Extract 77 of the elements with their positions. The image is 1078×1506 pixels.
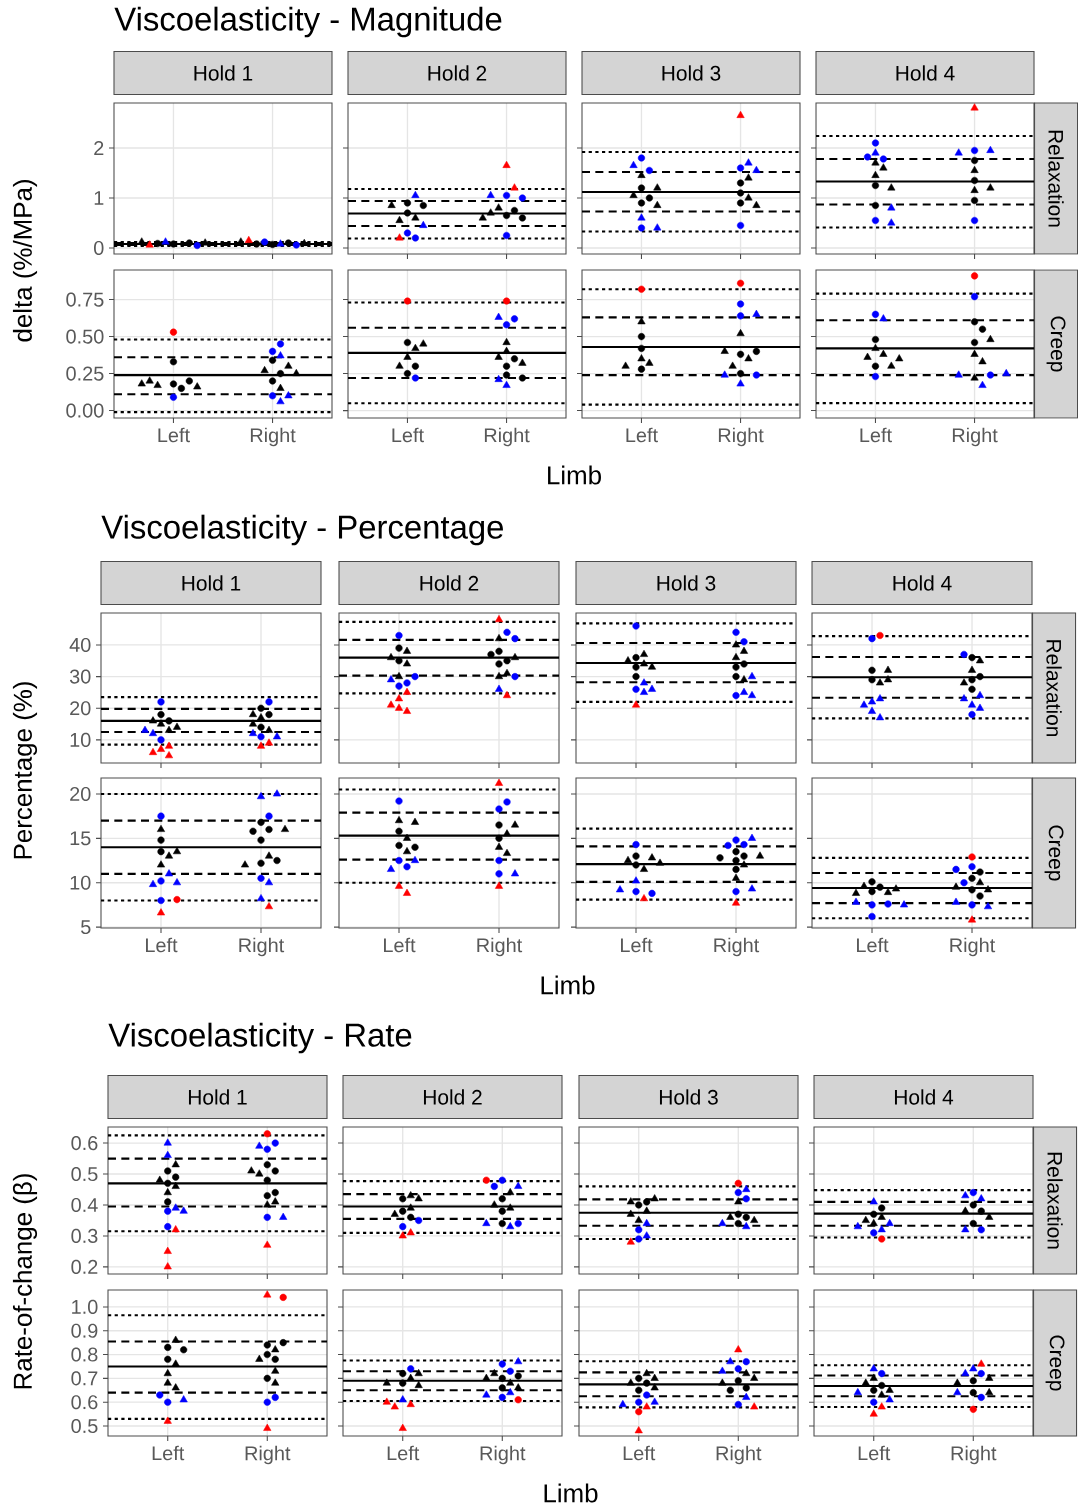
y-tick-label: 0.5 [71,1166,98,1182]
x-tick-label: Right [484,427,530,447]
x-tick-label: Left [152,1445,185,1461]
y-tick-label: 1.0 [72,1299,98,1314]
y2-axis-title: Creep [1044,825,1064,881]
y-tick-label: 2 [94,141,104,155]
y-tick-label: 10 [70,875,91,890]
chart-title: Hold 3 [662,65,721,81]
y2-axis-title: Relaxation [1048,130,1064,227]
x-tick-label: Left [392,427,424,443]
y2-axis-title: Creep [1045,1335,1065,1391]
chart-title: Hold 2 [423,1089,482,1105]
y-tick-label: 20 [70,701,91,716]
x-tick-label: Left [146,937,178,953]
y-tick-label: 0.3 [71,1228,98,1243]
x-tick-label: Right [480,1445,526,1465]
chart-title: Hold 4 [893,575,952,591]
chart-title: Hold 1 [188,1089,247,1105]
x-tick-label: Right [477,937,523,957]
x-tick-label: Left [626,427,658,443]
x-tick-label: Left [623,1445,656,1461]
y-tick-label: 0.2 [71,1259,98,1274]
y-tick-label: 40 [69,637,91,652]
x-tick-label: Right [951,1445,997,1465]
x-tick-label: Left [158,427,190,443]
y-tick-label: 0.75 [66,292,104,307]
chart-title: Hold 2 [420,575,479,591]
y-tick-label: 0.25 [66,366,104,381]
y2-axis-title: Relaxation [1046,640,1062,737]
y-tick-label: 0.5 [71,1418,98,1434]
y-tick-label: 0.8 [71,1347,98,1362]
y-tick-label: 30 [69,669,91,684]
text: Viscoelasticity - Rate [108,1022,412,1054]
x-tick-label: Right [239,937,285,957]
y-axis-title: Rate-of-change (β) [12,1174,38,1389]
x-axis-title: Limb [541,975,595,995]
y-axis-title: Percentage (%) [12,682,38,859]
text: Viscoelasticity - Percentage [101,514,503,546]
y-tick-label: 0.00 [66,403,104,418]
chart-title: Hold 3 [657,575,716,591]
x-axis-title: Limb [544,1483,598,1503]
y2-axis-title: Relaxation [1047,1152,1063,1249]
x-tick-label: Left [858,1445,891,1461]
x-tick-label: Left [860,427,892,443]
chart-title: Hold 2 [428,65,487,81]
x-tick-label: Right [245,1445,291,1465]
y-tick-label: 0.50 [66,329,104,344]
x-tick-label: Left [384,937,416,953]
y-tick-label: 0.9 [71,1323,98,1338]
y-tick-label: 0.6 [71,1136,98,1151]
x-axis-title: Limb [548,465,601,485]
x-tick-label: Right [716,1445,762,1465]
y-tick-label: 0.7 [71,1371,98,1386]
y-tick-label: 15 [70,831,91,846]
chart-title: Hold 4 [896,65,955,81]
y-tick-label: 0 [94,240,104,256]
x-tick-label: Right [950,937,996,957]
y-tick-label: 10 [70,732,91,747]
x-tick-label: Left [621,937,653,953]
chart-title: Hold 1 [194,65,253,81]
y-tick-label: 0.6 [71,1395,98,1410]
y2-axis-title: Creep [1046,316,1066,372]
y-tick-label: 20 [70,786,91,802]
y-tick-label: 1 [94,191,104,205]
x-tick-label: Left [387,1445,420,1461]
x-tick-label: Right [718,427,764,447]
y-tick-label: 5 [81,920,91,935]
text: Viscoelasticity - Magnitude [114,6,502,38]
y-axis-title: delta (%/MPa) [12,180,38,342]
chart-title: Hold 4 [894,1089,954,1105]
x-tick-label: Left [857,937,889,953]
chart-title: Hold 1 [182,575,241,591]
x-tick-label: Right [952,427,998,447]
y-tick-label: 0.4 [71,1197,98,1213]
chart-title: Hold 3 [659,1089,718,1105]
x-tick-label: Right [714,937,760,957]
x-tick-label: Right [250,427,296,447]
